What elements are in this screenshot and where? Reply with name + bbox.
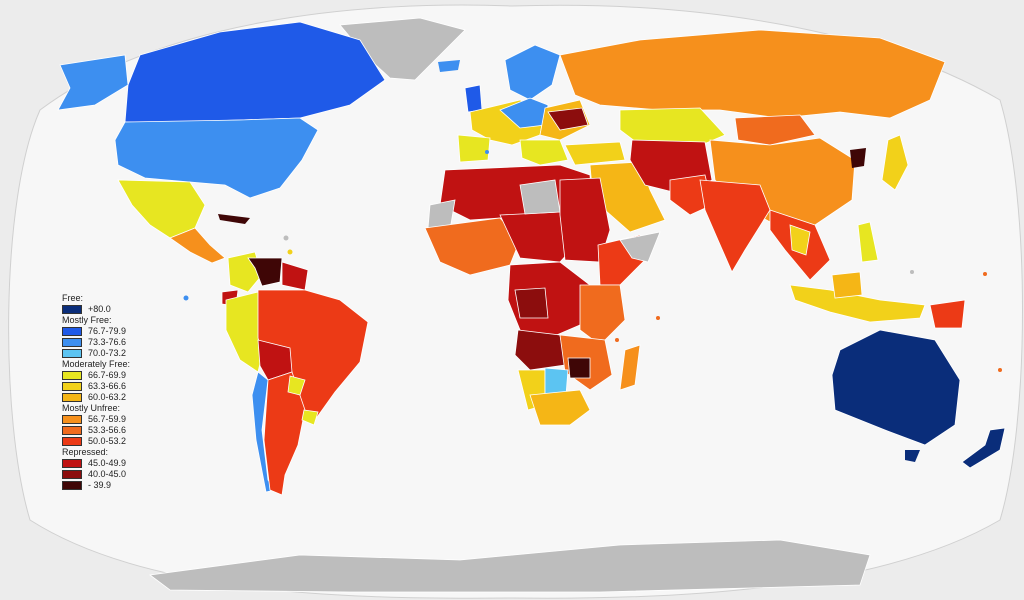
- legend-swatch: [62, 338, 82, 347]
- legend-label: 45.0-49.9: [88, 458, 127, 468]
- region-botswana: [544, 367, 569, 396]
- region-philippines: [857, 221, 879, 263]
- region-antarctica: [148, 539, 871, 593]
- legend-label: 53.3-56.6: [88, 425, 127, 435]
- legend-category-title: Mostly Free:: [62, 315, 112, 325]
- legend-swatch: [62, 349, 82, 358]
- legend-label: +80.0: [88, 304, 111, 314]
- region-cuba: [218, 214, 250, 224]
- legend-label: 76.7-79.9: [88, 326, 127, 336]
- region-japan: [881, 134, 909, 191]
- region-ukraine: [547, 107, 589, 131]
- legend-label: 70.0-73.2: [88, 348, 127, 358]
- region-india: [699, 179, 771, 273]
- legend-entry: 63.3-66.6: [62, 381, 172, 392]
- region-madagascar: [619, 344, 641, 391]
- region-south-africa: [529, 389, 591, 426]
- legend-swatch: [62, 415, 82, 424]
- legend-category-title: Mostly Unfree:: [62, 403, 121, 413]
- island-dot: [910, 270, 914, 274]
- island-dot: [485, 150, 489, 154]
- legend-entry: +80.0: [62, 304, 172, 315]
- legend-entry: 76.7-79.9: [62, 326, 172, 337]
- region-russia: [559, 29, 946, 119]
- region-central-africa: [507, 261, 591, 341]
- legend-entry: 40.0-45.0: [62, 469, 172, 480]
- legend-category-title: Free:: [62, 293, 84, 303]
- legend-entry: 73.3-76.6: [62, 337, 172, 348]
- region-north-korea: [850, 148, 866, 168]
- legend-entry: 60.0-63.2: [62, 392, 172, 403]
- legend-entry: 66.7-69.9: [62, 370, 172, 381]
- legend-entry: 53.3-56.6: [62, 425, 172, 436]
- legend-label: - 39.9: [88, 480, 112, 490]
- region-iceland: [438, 60, 460, 72]
- legend-label: 63.3-66.6: [88, 381, 127, 391]
- region-libya-gray: [519, 179, 561, 215]
- legend-swatch: [62, 393, 82, 402]
- legend-swatch: [62, 437, 82, 446]
- legend-label: 50.0-53.2: [88, 436, 127, 446]
- map-legend: Free: +80.0 Mostly Free: 76.7-79.9 73.3-76.6…: [62, 293, 172, 491]
- region-thailand: [789, 224, 811, 256]
- legend-entry: 45.0-49.9: [62, 458, 172, 469]
- region-tasmania: [905, 450, 920, 462]
- region-borneo: [831, 271, 863, 299]
- legend-label: 56.7-59.9: [88, 414, 127, 424]
- region-new-zealand: [961, 427, 1006, 469]
- region-balkans: [519, 139, 569, 166]
- legend-swatch: [62, 459, 82, 468]
- region-angola: [514, 329, 566, 371]
- island-dot: [183, 295, 189, 301]
- legend-label: 40.0-45.0: [88, 469, 127, 479]
- legend-swatch: [62, 470, 82, 479]
- region-turkey: [564, 141, 626, 166]
- island-dot: [998, 368, 1002, 372]
- region-venezuela: [247, 257, 283, 287]
- legend-category-title: Moderately Free:: [62, 359, 131, 369]
- region-uk: [464, 84, 483, 113]
- legend-swatch: [62, 305, 82, 314]
- island-dot: [615, 338, 619, 342]
- island-dot: [656, 316, 660, 320]
- island-dot: [283, 235, 289, 241]
- island-dot: [287, 249, 293, 255]
- legend-entry: 56.7-59.9: [62, 414, 172, 425]
- region-scandinavia: [504, 44, 561, 101]
- region-usa: [114, 117, 319, 199]
- region-congo: [514, 287, 549, 319]
- region-mongolia: [734, 114, 816, 146]
- region-central-america: [169, 227, 226, 264]
- region-canada: [124, 21, 386, 123]
- legend-label: 60.0-63.2: [88, 392, 127, 402]
- legend-swatch: [62, 481, 82, 490]
- region-zimbabwe: [567, 357, 591, 379]
- region-east-africa: [579, 284, 626, 346]
- region-papua: [929, 299, 966, 329]
- region-australia: [831, 329, 961, 446]
- region-iberia: [457, 134, 491, 163]
- legend-entry: 70.0-73.2: [62, 348, 172, 359]
- legend-swatch: [62, 426, 82, 435]
- island-dot: [983, 272, 987, 276]
- legend-entry: - 39.9: [62, 480, 172, 491]
- region-alaska: [57, 54, 129, 111]
- legend-category-title: Repressed:: [62, 447, 109, 457]
- region-paraguay-uruguay: [287, 375, 319, 426]
- legend-entry: 50.0-53.2: [62, 436, 172, 447]
- legend-label: 66.7-69.9: [88, 370, 127, 380]
- region-somalia-gray: [619, 231, 661, 263]
- legend-swatch: [62, 371, 82, 380]
- legend-label: 73.3-76.6: [88, 337, 127, 347]
- legend-swatch: [62, 327, 82, 336]
- legend-swatch: [62, 382, 82, 391]
